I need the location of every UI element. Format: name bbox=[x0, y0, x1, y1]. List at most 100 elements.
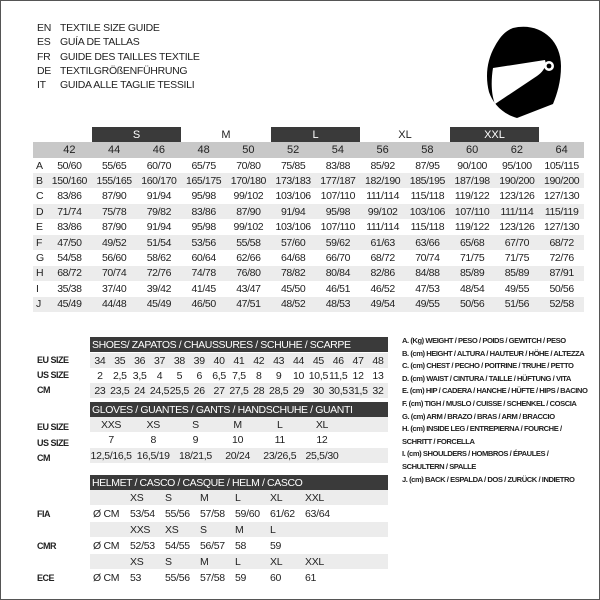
table-cell: 12,5/16,5 bbox=[90, 449, 132, 462]
legend-line: E. (cm) HIP / CADERA / HANCHE / HÜFTE / … bbox=[402, 386, 588, 396]
table-cell: 48/52 bbox=[280, 298, 306, 311]
helmet-value-row: Ø CM 52/53 54/55 56/57 58 59 bbox=[90, 538, 388, 553]
table-row: B 150/160 155/165 160/170 165/175 170/180 173/… bbox=[33, 173, 584, 189]
table-cell: 83/86 bbox=[57, 221, 82, 234]
table-cell: 49/52 bbox=[101, 236, 127, 249]
row-label: EU SIZE bbox=[37, 355, 69, 365]
table-cell: 50/56 bbox=[549, 282, 574, 295]
row-label: CM bbox=[37, 453, 51, 463]
size-header-cell: 64 bbox=[555, 144, 568, 156]
size-header-cell: 54 bbox=[331, 144, 344, 156]
row-label: C bbox=[36, 190, 44, 203]
table-cell: 30 bbox=[312, 384, 324, 397]
title-text: GUIDE DES TAILLES TEXTILE bbox=[60, 50, 200, 63]
helmet-size-row: XXS XS S M L bbox=[90, 522, 388, 537]
table-cell: S bbox=[165, 555, 172, 568]
table-cell: 29 bbox=[292, 384, 305, 397]
table-cell: 55/58 bbox=[236, 236, 261, 249]
row-label: D bbox=[36, 205, 44, 218]
table-cell: XL bbox=[270, 555, 283, 568]
table-cell: 103/106 bbox=[275, 221, 312, 234]
title-text: TEXTILE SIZE GUIDE bbox=[60, 22, 160, 34]
table-cell: 47/53 bbox=[415, 282, 440, 295]
table-cell: 111/114 bbox=[366, 190, 400, 203]
table-cell: 127/130 bbox=[544, 221, 580, 234]
table-cell: 47/50 bbox=[57, 236, 82, 249]
table-cell: 165/175 bbox=[186, 174, 222, 187]
table-cell: 27,5 bbox=[229, 384, 249, 397]
helmet-value-row: Ø CM 53/54 55/56 57/58 59/60 61/62 63/64 bbox=[90, 506, 388, 521]
size-band-m: M bbox=[221, 128, 231, 141]
table-cell: 32 bbox=[372, 384, 384, 397]
table-cell: 55/65 bbox=[101, 159, 127, 172]
table-cell: 44 bbox=[292, 354, 305, 367]
table-cell: 127/130 bbox=[544, 190, 580, 203]
table-cell: 37 bbox=[153, 354, 166, 367]
table-row: 34 35 36 37 38 39 40 41 42 43 44 45 46 47 48 bbox=[90, 353, 388, 368]
table-row: D 71/74 75/78 79/82 83/86 87/90 91/94 95/98 99/1… bbox=[33, 204, 584, 220]
table-cell: 55/56 bbox=[165, 507, 190, 520]
table-cell: 99/102 bbox=[233, 190, 264, 203]
table-cell: M bbox=[200, 555, 209, 568]
table-cell: 177/187 bbox=[320, 174, 356, 187]
row-label: EU SIZE bbox=[37, 422, 69, 432]
table-cell: 64/68 bbox=[280, 251, 306, 264]
language-code: IT bbox=[37, 79, 46, 92]
table-cell: XXS bbox=[130, 523, 151, 536]
table-cell: 51/56 bbox=[504, 298, 530, 311]
table-cell: 46/50 bbox=[191, 298, 216, 311]
table-cell: 8 bbox=[256, 369, 262, 382]
helmet-size-row: XS S M L XL XXL bbox=[90, 490, 388, 505]
table-cell: 45/49 bbox=[57, 298, 82, 311]
table-cell: 30,5 bbox=[328, 384, 349, 397]
table-cell: 2,5 bbox=[112, 369, 127, 382]
table-cell: 68/72 bbox=[549, 236, 574, 249]
table-cell: 56/57 bbox=[200, 539, 225, 552]
table-cell: XXS bbox=[101, 418, 122, 431]
table-cell: 59/62 bbox=[325, 236, 351, 249]
table-cell: 111/114 bbox=[500, 205, 534, 218]
table-cell: 9 bbox=[275, 369, 282, 382]
table-cell: 74/78 bbox=[191, 267, 216, 280]
table-cell: 72/76 bbox=[146, 267, 172, 280]
table-cell: M bbox=[235, 523, 244, 536]
table-cell: 24 bbox=[134, 384, 146, 397]
title-line: FR GUIDE DES TAILLES TEXTILE bbox=[37, 50, 200, 64]
table-cell: 48/53 bbox=[325, 298, 351, 311]
table-cell: 11,5 bbox=[329, 369, 348, 382]
table-cell: 95/100 bbox=[502, 159, 532, 172]
table-cell: 71/75 bbox=[504, 251, 530, 264]
table-cell: 83/86 bbox=[191, 205, 216, 218]
table-cell: 35 bbox=[114, 354, 126, 367]
legend-line: D. (cm) WAIST / CINTURA / TAILLE / HÜFTU… bbox=[402, 373, 571, 383]
legend-line: F. (cm) TIGH / MUSLO / CUISSE / SCHENKEL… bbox=[402, 398, 577, 408]
table-cell: 75/78 bbox=[101, 205, 127, 218]
row-label: E bbox=[36, 221, 43, 234]
table-cell: 170/180 bbox=[230, 174, 267, 187]
table-row: G 54/58 56/60 58/62 60/64 62/66 64/68 66/70 68/7… bbox=[33, 250, 584, 265]
table-cell: 71/74 bbox=[57, 205, 82, 218]
table-cell: 45/49 bbox=[146, 298, 172, 311]
table-cell: 91/94 bbox=[146, 190, 172, 203]
table-cell: 68/72 bbox=[370, 251, 395, 264]
unit-label: Ø CM bbox=[93, 571, 120, 584]
table-cell: 12 bbox=[352, 369, 364, 382]
unit-label: Ø CM bbox=[93, 507, 120, 520]
legend-line: SCHULTERN / SPALLE bbox=[402, 461, 476, 471]
table-cell: 70/74 bbox=[101, 267, 127, 280]
legend-line: H. (cm) INSIDE LEG / ENTREPIERNA / FOURC… bbox=[402, 424, 562, 434]
table-cell: 4 bbox=[156, 369, 163, 382]
size-header-cell: 60 bbox=[466, 144, 479, 156]
row-label: FIA bbox=[37, 509, 51, 519]
table-cell: 36 bbox=[134, 354, 146, 367]
table-cell: 26 bbox=[193, 384, 205, 397]
size-header-cell: 52 bbox=[287, 144, 300, 156]
table-cell: 63/64 bbox=[305, 507, 330, 520]
table-cell: 84/88 bbox=[415, 267, 440, 280]
helmet-value-row: Ø CM 53 55/56 57/58 59 60 61 bbox=[90, 570, 388, 585]
legend-line: A. (Kg) WEIGHT / PESO / POIDS / GEWITCH … bbox=[402, 336, 566, 345]
table-cell: 70/74 bbox=[415, 251, 440, 264]
table-row: 7 8 9 10 11 12 bbox=[90, 433, 388, 448]
table-cell: 48 bbox=[372, 354, 384, 367]
table-cell: 59 bbox=[270, 539, 282, 552]
